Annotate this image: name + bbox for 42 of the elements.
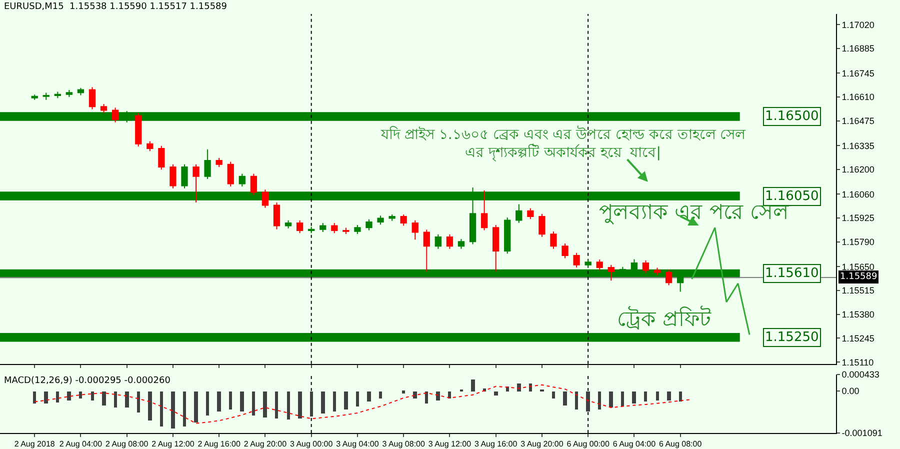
x-tick-label: 3 Aug 16:00 <box>474 440 518 449</box>
x-tick-label: 3 Aug 12:00 <box>428 440 472 449</box>
y-tick-label: 1.16200 <box>842 164 874 175</box>
y-tick-label: 1.16335 <box>842 140 874 151</box>
x-tick-label: 2 Aug 20:00 <box>244 440 288 449</box>
x-tick-label: 6 Aug 00:00 <box>566 440 610 449</box>
band-label: 1.16050 <box>765 189 819 204</box>
y-tick-label: 1.16610 <box>842 92 874 102</box>
y-tick-label: 1.15380 <box>842 310 874 320</box>
band-label: 1.15610 <box>765 266 819 281</box>
annotation: ট্রেক প্রফিট <box>617 306 712 331</box>
x-tick-label: 2 Aug 16:00 <box>198 440 241 449</box>
x-tick-label: 2 Aug 08:00 <box>105 440 149 449</box>
x-tick-label: 2 Aug 04:00 <box>59 440 103 449</box>
x-tick-label: 6 Aug 04:00 <box>612 440 656 449</box>
band-label: 1.16500 <box>765 109 819 124</box>
x-tick-label: 2 Aug 2018 <box>14 440 56 449</box>
chart-title: EURUSD,M15 1.15538 1.15590 1.15517 1.15589 <box>4 2 228 12</box>
y-tick-label: 1.15245 <box>842 333 874 344</box>
x-tick-label: 3 Aug 08:00 <box>382 440 426 449</box>
x-tick-label: 3 Aug 20:00 <box>520 440 564 449</box>
band-label: 1.15250 <box>765 330 819 345</box>
ref-line-label: 1.15589 <box>840 272 878 282</box>
y-tick-label: 1.16885 <box>842 44 874 54</box>
x-tick-label: 2 Aug 12:00 <box>152 440 195 449</box>
y-tick-label: -0.001091 <box>842 428 882 438</box>
y-tick-label: 1.15650 <box>842 262 874 272</box>
y-tick-label: 1.15925 <box>842 213 874 224</box>
annotation: যদি প্রাইস ১.১৬০৫ ব্রেক এবং এর উপরে হোল্ড করে তাহলে সেল এর দৃশ্যকল্পটি অকার্যকর হয়ে যাবে| <box>380 126 746 162</box>
y-tick-label: 1.17020 <box>842 20 874 30</box>
y-tick-label: 1.16060 <box>842 189 874 200</box>
y-tick-label: 0.000433 <box>842 369 880 380</box>
x-tick-label: 3 Aug 00:00 <box>290 440 334 449</box>
y-tick-label: 1.15110 <box>842 357 874 368</box>
y-tick-label: 1.16475 <box>842 116 874 126</box>
y-tick-label: 1.15790 <box>842 237 874 248</box>
y-tick-label: 1.16745 <box>842 68 874 78</box>
x-tick-label: 3 Aug 04:00 <box>336 440 380 449</box>
y-tick-label: 1.15515 <box>842 286 874 296</box>
y-tick-label: 0.00 <box>842 386 860 396</box>
x-tick-label: 6 Aug 08:00 <box>658 440 702 449</box>
chart-title: MACD(12,26,9) -0.000295 -0.000260 <box>4 376 171 386</box>
